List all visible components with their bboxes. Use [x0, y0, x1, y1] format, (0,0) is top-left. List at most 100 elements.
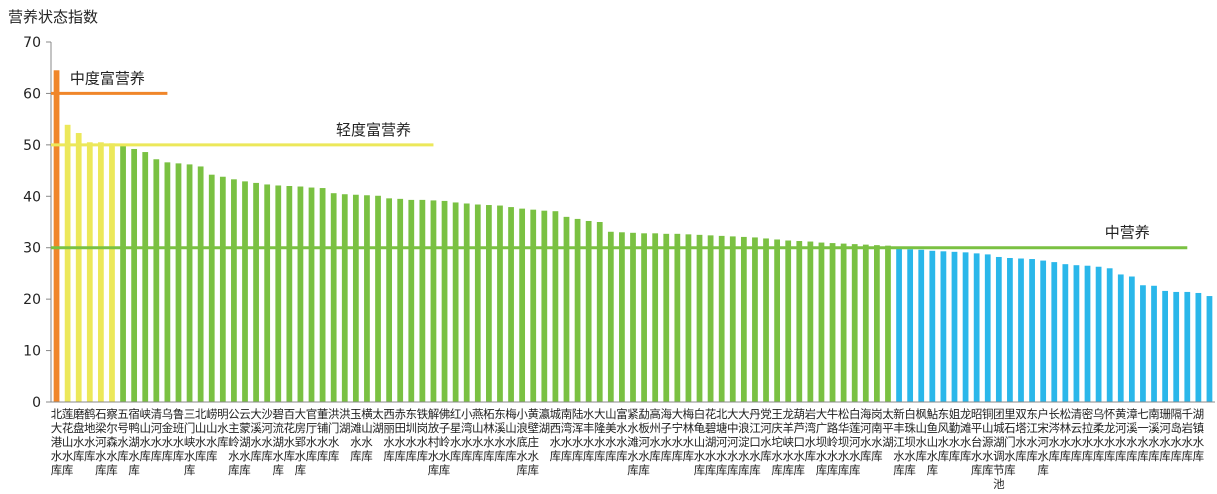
y-tick-label: 0 [32, 395, 41, 411]
reference-line-label: 中营养 [1105, 224, 1150, 242]
x-tick-label: 怀龙水库 [1104, 407, 1116, 463]
x-tick-label: 鮎鱼山水库 [927, 407, 939, 477]
bar [829, 243, 836, 402]
bar [874, 245, 880, 402]
x-tick-label: 枫山水库 [915, 407, 927, 463]
x-tick-label: 丹江口水库 [749, 407, 761, 477]
bar [962, 252, 969, 402]
x-tick-label: 隔岛水库 [1170, 407, 1182, 463]
x-tick-label: 红星水库 [450, 407, 462, 463]
x-tick-label: 山美水库 [605, 407, 617, 463]
x-tick-label: 清云水库 [1071, 407, 1083, 463]
bar [275, 185, 282, 402]
bar [219, 176, 226, 402]
x-tick-label: 乌金水库 [162, 407, 174, 463]
bar [1195, 292, 1202, 402]
bar [419, 199, 426, 402]
bar [563, 216, 570, 402]
bar [131, 148, 138, 402]
bar [530, 209, 537, 402]
reference-line-label: 轻度富营养 [336, 121, 411, 139]
bar [740, 236, 747, 402]
x-tick-label: 横山水库 [361, 407, 373, 463]
bar [1040, 260, 1047, 402]
x-tick-label: 鲁班水库 [173, 407, 185, 463]
x-tick-label: 白珠坝水库 [904, 407, 916, 477]
bar [1117, 274, 1124, 402]
bar [630, 232, 636, 402]
x-tick-label: 东圳水库 [406, 407, 418, 463]
bar [851, 244, 858, 402]
reference-line-label: 中度富营养 [70, 69, 145, 87]
bar [1173, 291, 1180, 402]
x-tick-label: 官厅水库 [306, 407, 318, 463]
x-tick-label: 大宁水库 [672, 407, 684, 463]
bar [297, 186, 304, 402]
x-tick-label: 公主岭水库 [228, 407, 240, 477]
bar [1151, 285, 1157, 402]
x-tick-label: 小浪底水库 [516, 407, 528, 477]
x-tick-label: 牛路岭水库 [827, 407, 839, 477]
x-tick-label: 海河水库 [860, 407, 872, 463]
x-tick-label: 花碧湖水库 [705, 407, 717, 477]
x-tick-label: 三门峡水库 [184, 407, 196, 477]
x-tick-label: 洪门水库 [328, 407, 340, 463]
x-tick-label: 高州水库 [649, 407, 661, 463]
x-tick-label: 大广坝水库 [816, 407, 828, 477]
bar [175, 163, 182, 402]
x-tick-label: 密拉水库 [1082, 407, 1094, 463]
x-tick-label: 富水水库 [616, 407, 628, 463]
bar [652, 233, 659, 402]
bar [64, 124, 71, 403]
bar [497, 205, 503, 402]
x-tick-label: 松华坝水库 [838, 407, 850, 477]
y-tick-label: 50 [23, 138, 41, 154]
bar [641, 233, 647, 402]
y-axis-label: 营养状态指数 [8, 8, 99, 26]
bar [862, 244, 869, 402]
x-tick-label: 佛子岭水库 [439, 407, 451, 477]
x-tick-label: 漳溪水库 [1126, 407, 1138, 463]
bar [619, 232, 625, 402]
y-tick-label: 30 [23, 241, 41, 257]
bar [1106, 268, 1113, 402]
bar [1029, 259, 1035, 402]
x-tick-label: 大浪淀水库 [738, 407, 750, 477]
x-tick-label: 姐勤水库 [949, 407, 961, 463]
bar [120, 145, 126, 402]
bar [995, 256, 1002, 402]
x-tick-label: 岩湾水库 [805, 407, 817, 463]
x-tick-label: 梅山水库 [505, 407, 517, 463]
bar [364, 195, 370, 402]
x-tick-label: 里石门水库 [1004, 407, 1016, 477]
bar [541, 210, 548, 402]
bar [386, 198, 392, 402]
x-tick-label: 莲花山水库 [62, 407, 74, 477]
x-tick-label: 太湖 [372, 407, 384, 435]
x-tick-label: 赤田水库 [394, 407, 406, 463]
bar [1206, 296, 1213, 402]
bar [1084, 265, 1091, 402]
bar [685, 234, 692, 402]
x-tick-label: 解放村水库 [428, 407, 440, 477]
bar [253, 182, 259, 402]
x-tick-label: 百花水库 [284, 407, 296, 463]
bar [929, 250, 936, 402]
bar [53, 70, 60, 403]
y-tick-label: 70 [23, 35, 41, 51]
x-tick-label: 南湾水库 [561, 407, 573, 463]
bar [552, 211, 559, 402]
bar [474, 204, 481, 402]
x-tick-label: 七一水库 [1137, 407, 1149, 463]
x-tick-label: 燕山水库 [472, 407, 484, 463]
bar [885, 245, 891, 402]
bar [286, 186, 293, 402]
bar [231, 179, 237, 402]
x-tick-label: 黄壁庄水库 [527, 407, 539, 477]
x-tick-label: 团城湖调节池 [993, 407, 1005, 491]
bar [208, 174, 215, 402]
bar [98, 142, 104, 403]
x-tick-label: 察尔森水库 [106, 407, 118, 477]
bar [408, 199, 415, 402]
